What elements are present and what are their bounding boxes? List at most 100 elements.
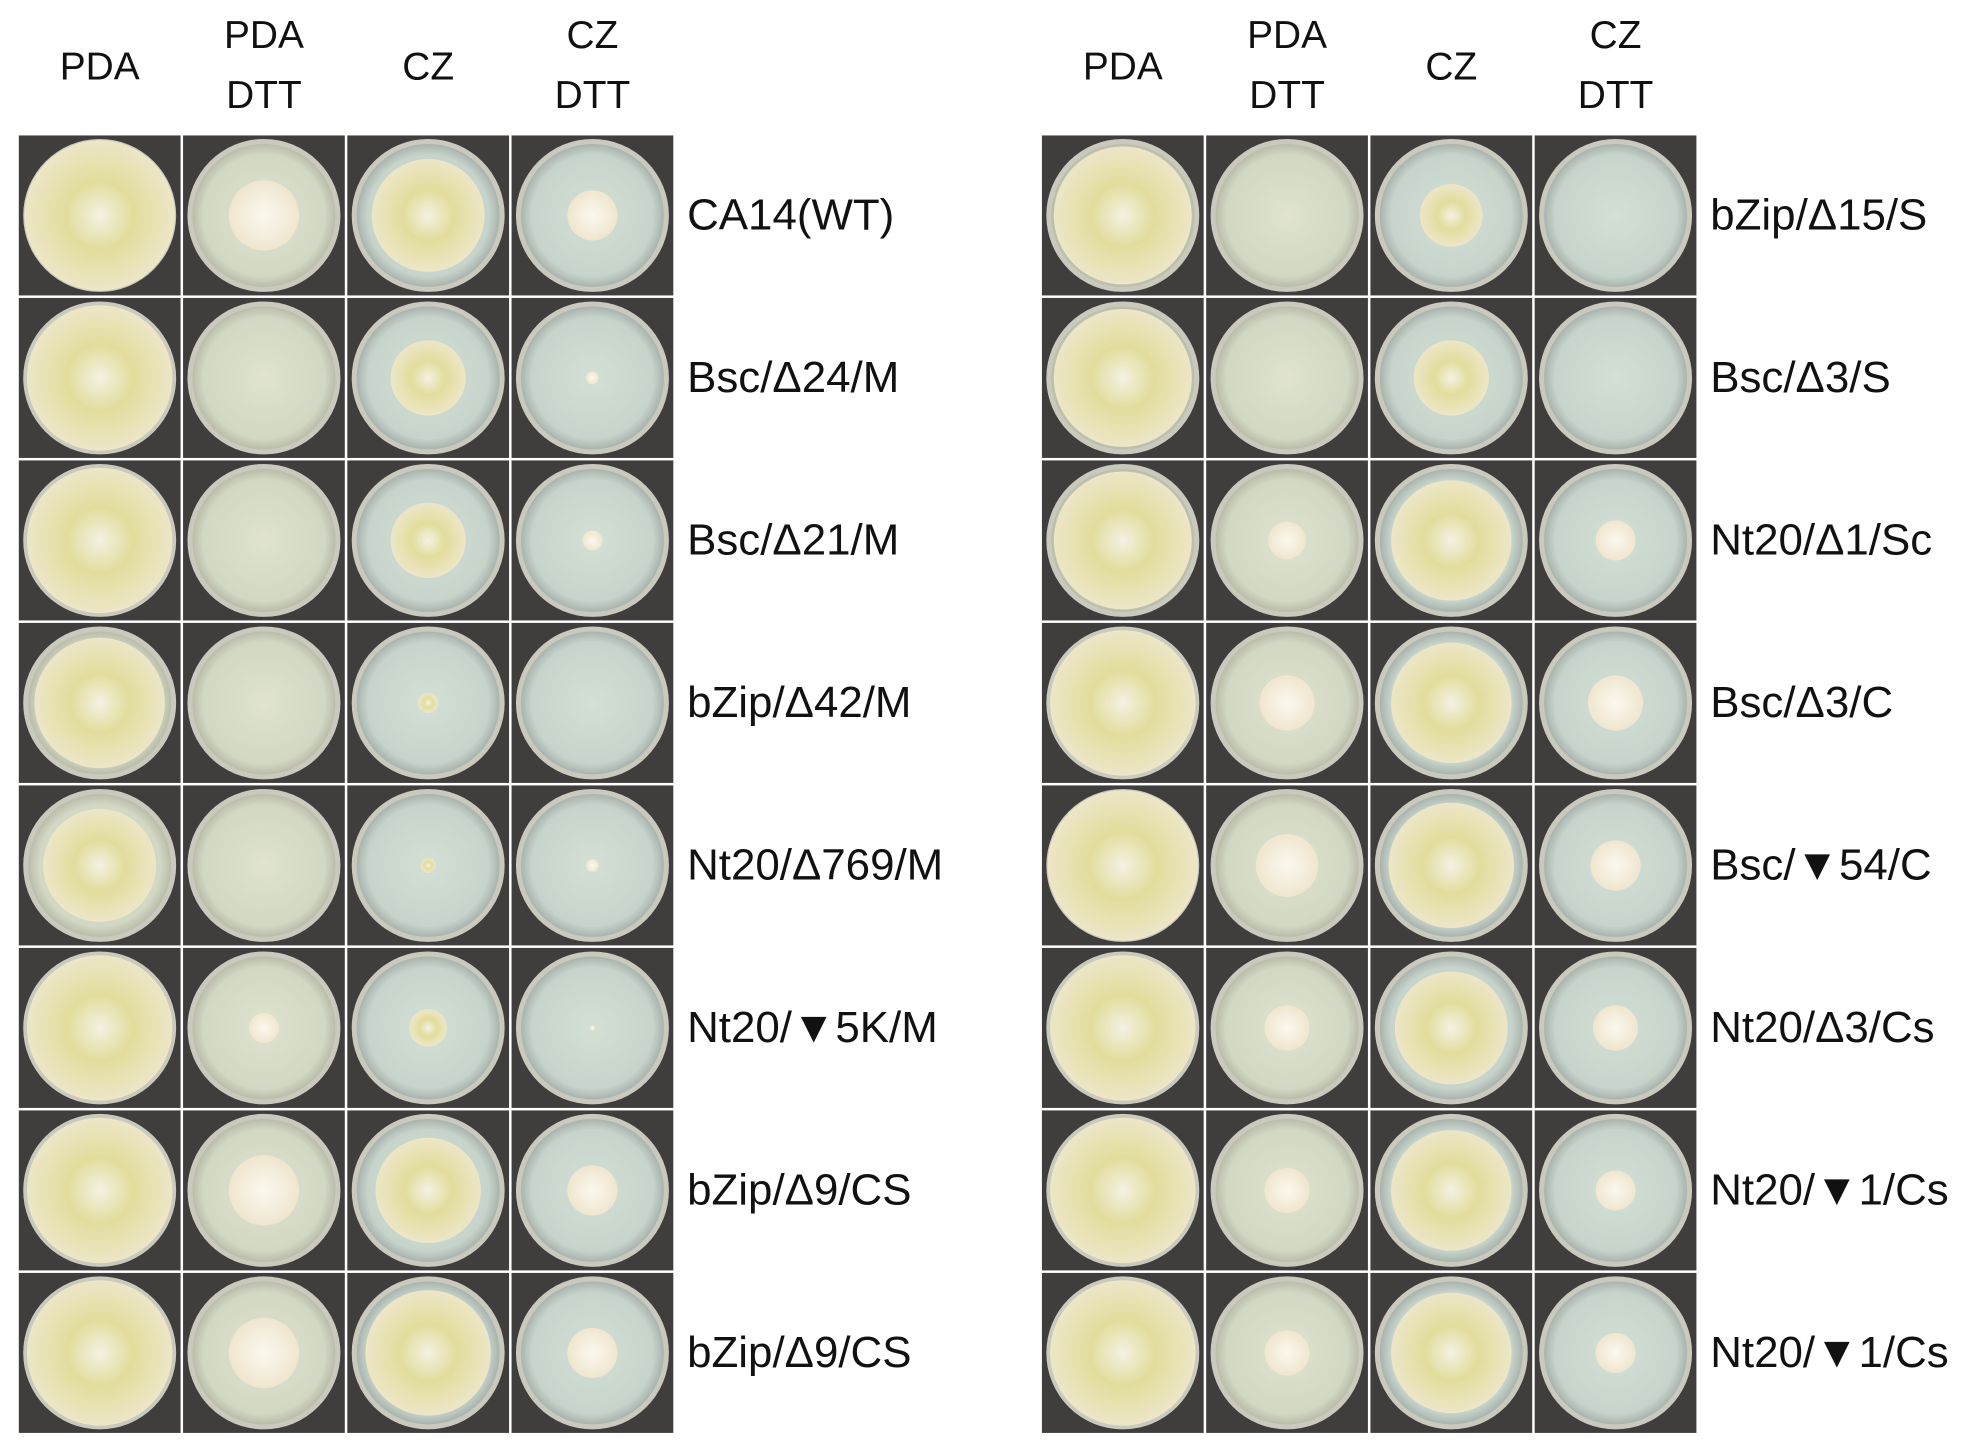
plate: [347, 135, 510, 296]
colony: [390, 502, 466, 579]
colony: [1053, 471, 1192, 610]
plate: [1370, 460, 1533, 621]
row-label: bZip/Δ42/M: [687, 678, 911, 727]
colony: [26, 955, 173, 1101]
colony: [1394, 971, 1508, 1085]
colony: [1391, 642, 1512, 764]
row-label: CA14(WT): [687, 191, 894, 240]
plate: [1041, 297, 1204, 458]
plate: [1206, 1110, 1368, 1271]
colony: [34, 637, 165, 769]
plate: [1041, 785, 1204, 946]
column-header: DTT: [555, 74, 631, 117]
plate: [183, 1272, 345, 1433]
colony: [1259, 675, 1315, 731]
colony: [567, 1165, 618, 1216]
agar: [520, 631, 664, 775]
colony: [589, 1025, 595, 1031]
column-header: DTT: [1249, 74, 1325, 117]
row-label: Nt20/Δ1/Sc: [1710, 516, 1932, 565]
plate: [1041, 1272, 1204, 1433]
plate: [347, 1110, 510, 1271]
column-header: CZ: [402, 45, 454, 88]
colony: [1050, 1280, 1196, 1426]
plate: [1206, 135, 1368, 296]
colony: [228, 180, 300, 251]
plate: [183, 622, 345, 783]
colony: [567, 190, 618, 241]
column-header: DTT: [1578, 74, 1654, 117]
plate: [18, 1110, 181, 1271]
row-label: bZip/Δ9/CS: [687, 1328, 911, 1377]
plate: [511, 297, 674, 458]
plate: [511, 135, 674, 296]
colony: [1595, 520, 1636, 561]
plate: [18, 460, 181, 621]
colony: [365, 1290, 491, 1416]
colony: [1595, 1332, 1636, 1373]
plate: [1534, 1110, 1697, 1271]
plate: [1041, 135, 1204, 296]
plate: [18, 297, 181, 458]
plate: [511, 785, 674, 946]
colony: [24, 140, 175, 291]
colony: [1413, 340, 1489, 416]
plate: [18, 785, 181, 946]
row-label: Nt20/▼1/Cs: [1710, 1166, 1949, 1215]
row-label: Nt20/Δ769/M: [687, 841, 943, 890]
colony: [1050, 955, 1196, 1101]
colony: [582, 530, 603, 551]
plate: [1206, 460, 1368, 621]
agar: [1544, 143, 1688, 287]
colony: [1419, 184, 1483, 247]
plate: [1041, 460, 1204, 621]
plate: [1370, 1272, 1533, 1433]
colony: [418, 692, 439, 713]
agar: [1215, 306, 1359, 450]
row-label: Bsc/Δ21/M: [687, 516, 899, 565]
colony: [420, 857, 436, 873]
colony: [1587, 675, 1644, 731]
plate: [1534, 1272, 1697, 1433]
colony: [1255, 834, 1319, 897]
plate: [1041, 947, 1204, 1108]
plate: [1041, 1110, 1204, 1271]
colony: [1053, 146, 1192, 285]
plate: [347, 460, 510, 621]
plate: [18, 135, 181, 296]
colony: [1268, 521, 1306, 560]
panel: PDA PDA DTT CZ CZ DTT CA14(WT) Bsc/Δ24/M Bsc/Δ21…: [18, 14, 943, 1433]
colony: [390, 340, 466, 416]
row-label: Bsc/▼54/C: [1710, 841, 1931, 890]
colony: [1391, 480, 1512, 601]
column-header: CZ: [1425, 45, 1477, 88]
column-header: PDA: [1083, 45, 1163, 88]
column-header: CZ: [1590, 14, 1642, 57]
column-header: PDA: [60, 45, 140, 88]
plate: [183, 135, 345, 296]
colony: [586, 859, 599, 872]
plate: [1534, 135, 1697, 296]
plate: [1206, 622, 1368, 783]
colony: [1264, 1167, 1310, 1213]
agar: [1544, 306, 1688, 450]
plate: [1370, 785, 1533, 946]
column-header: DTT: [226, 74, 302, 117]
colony: [228, 1155, 300, 1226]
colony: [26, 305, 173, 451]
colony: [409, 1009, 447, 1047]
colony: [1590, 840, 1641, 891]
plate: [1041, 622, 1204, 783]
plate: [1534, 460, 1697, 621]
plate: [1370, 1110, 1533, 1271]
row-label: Nt20/Δ3/Cs: [1710, 1003, 1934, 1052]
plate: [511, 622, 674, 783]
agar: [192, 468, 336, 612]
colony: [1264, 1005, 1310, 1051]
plate: [1206, 297, 1368, 458]
plate: [511, 1272, 674, 1433]
plate: [183, 1110, 345, 1271]
plate: [183, 460, 345, 621]
